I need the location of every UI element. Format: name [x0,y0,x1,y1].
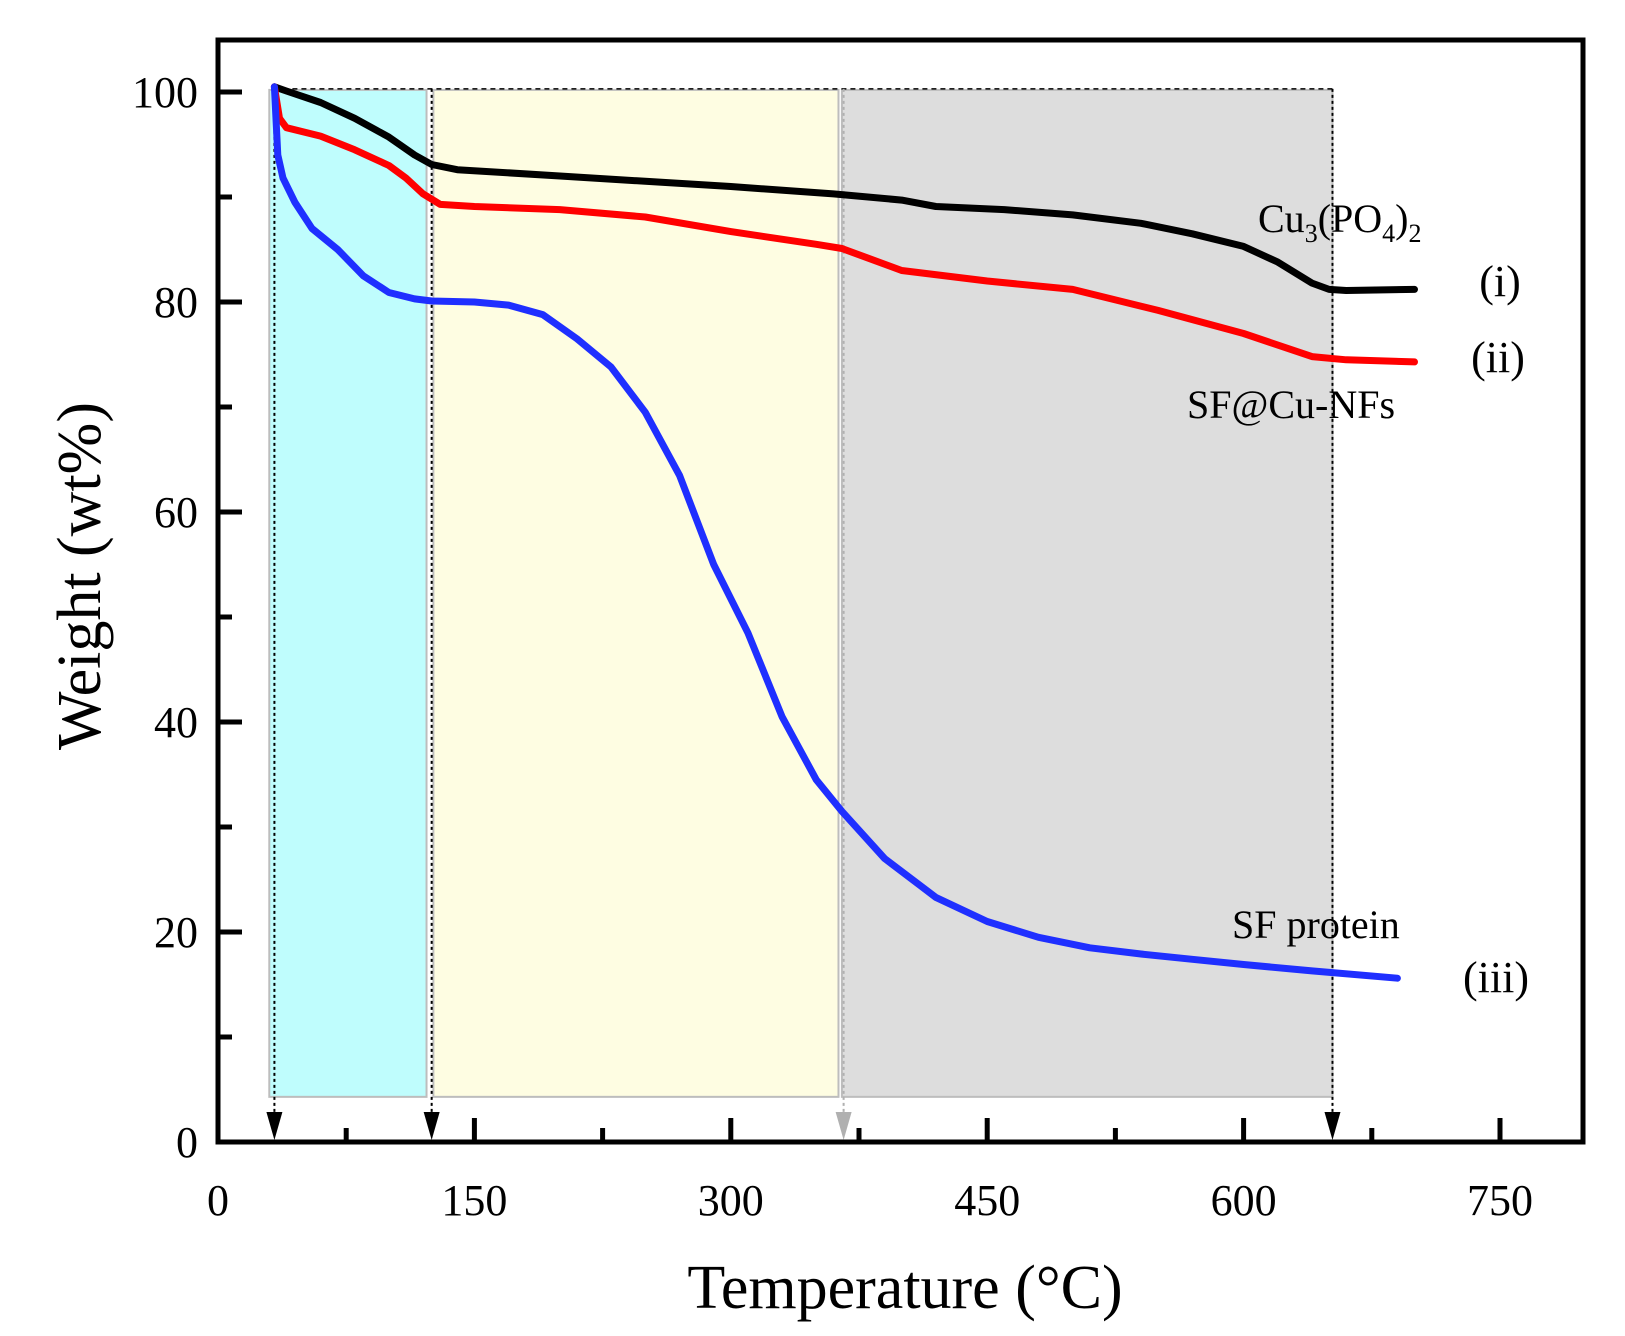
x-tick-label-0: 0 [207,1176,229,1225]
sub-3: 3 [1305,219,1318,248]
sub-2: 2 [1408,219,1421,248]
y-tick-label-100: 100 [132,68,198,117]
guides-layer [266,88,1341,1140]
sub-4: 4 [1382,219,1395,248]
series-layer [270,83,1418,982]
series-line-2 [270,83,1418,366]
series-label-3: SF protein [1232,902,1400,947]
series-roman-1: (i) [1479,257,1521,306]
paren-text: ) [1395,196,1408,241]
po-text: (PO [1318,196,1382,241]
y-axis-title: Weight (wt%) [46,402,114,750]
x-tick-label-300: 300 [698,1176,764,1225]
y-tick-label-0: 0 [176,1118,198,1167]
series-label-2: SF@Cu-NFs [1187,382,1395,427]
y-tick-label-20: 20 [154,908,198,957]
x-tick-label-750: 750 [1467,1176,1533,1225]
x-tick-label-600: 600 [1211,1176,1277,1225]
series-label-1: Cu3(PO4)2 [1258,196,1421,248]
region-3-shade [840,88,1334,1098]
region-2-shade [432,88,840,1098]
marker-arrow-3 [835,1112,852,1140]
plot-frame [215,37,1586,1145]
regions-layer [268,88,1334,1098]
axes-layer [215,37,1586,1145]
series-roman-3: (iii) [1463,953,1529,1002]
y-tick-label-40: 40 [154,698,198,747]
x-tick-label-450: 450 [954,1176,1020,1225]
y-tick-label-80: 80 [154,278,198,327]
series-roman-2: (ii) [1471,333,1525,382]
text-layer: Temperature (°C) Weight (wt%) 0 150 300 450… [46,68,1533,1322]
cu-text: Cu [1258,196,1305,241]
marker-arrow-4 [1324,1112,1341,1140]
marker-arrow-1 [266,1112,283,1140]
marker-arrow-2 [423,1112,440,1140]
series-line-1 [270,83,1418,294]
y-tick-label-60: 60 [154,488,198,537]
x-axis-title: Temperature (°C) [687,1254,1122,1322]
x-tick-label-150: 150 [441,1176,507,1225]
series-line-3 [270,83,1401,982]
region-1-shade [268,88,428,1098]
